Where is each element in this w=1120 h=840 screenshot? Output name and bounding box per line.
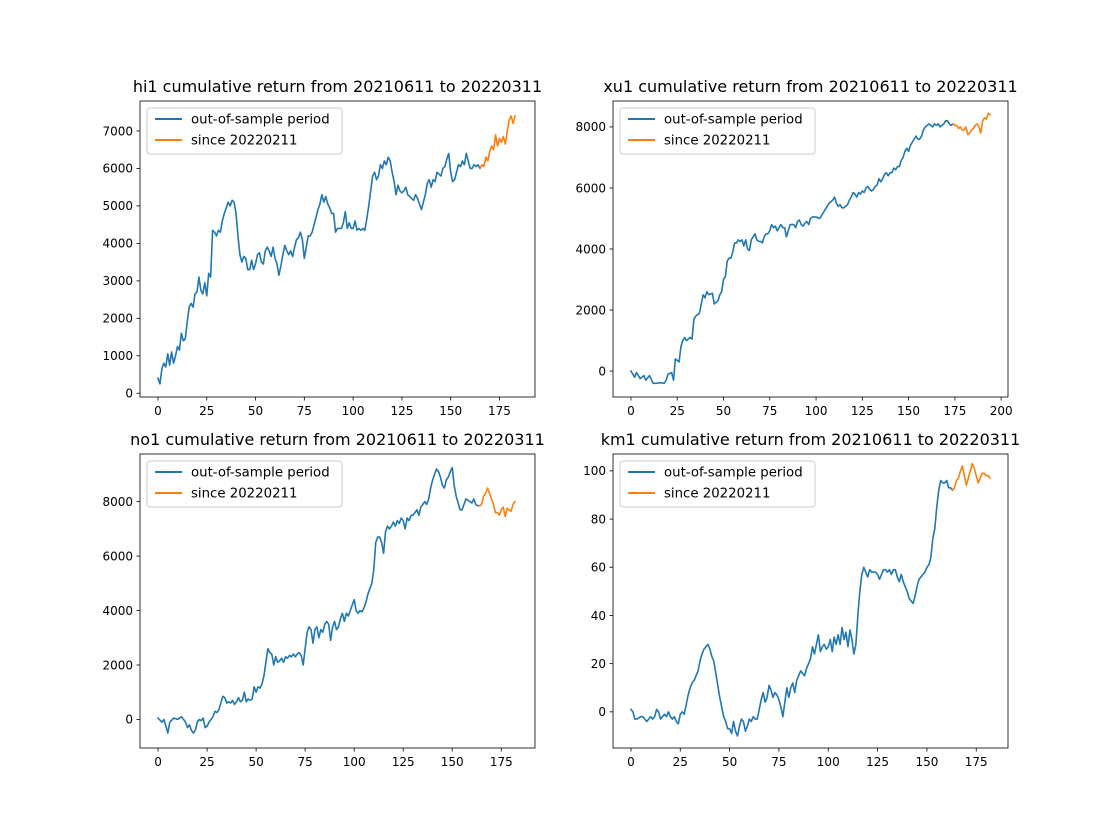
x-tick-label: 150 xyxy=(897,404,920,418)
x-tick-label: 50 xyxy=(716,404,731,418)
legend-box xyxy=(619,107,816,155)
x-tick-label: 200 xyxy=(990,404,1013,418)
y-tick-label: 8000 xyxy=(102,495,133,509)
y-tick-label: 20 xyxy=(591,657,606,671)
y-tick-label: 4000 xyxy=(575,242,606,256)
x-tick-label: 25 xyxy=(673,755,688,769)
y-tick-label: 4000 xyxy=(102,604,133,618)
x-tick-label: 100 xyxy=(342,404,365,418)
legend-box xyxy=(619,460,816,508)
series-line-since-20220211 xyxy=(951,462,992,492)
y-tick-label: 8000 xyxy=(575,120,606,134)
x-tick-label: 150 xyxy=(439,404,462,418)
x-tick-label: 75 xyxy=(297,404,312,418)
legend-label: out-of-sample period xyxy=(191,113,330,128)
legend: out-of-sample period since 20220211 xyxy=(619,460,816,508)
x-tick-label: 75 xyxy=(771,755,786,769)
legend-label: out-of-sample period xyxy=(664,466,803,481)
y-tick-label: 5000 xyxy=(102,199,133,213)
x-tick-label: 75 xyxy=(762,404,777,418)
y-tick-label: 100 xyxy=(583,464,606,478)
x-tick-label: 100 xyxy=(343,755,366,769)
legend-label: out-of-sample period xyxy=(664,113,803,128)
legend: out-of-sample period since 20220211 xyxy=(619,107,816,155)
x-tick-label: 50 xyxy=(722,755,737,769)
subplot-2: no1 cumulative return from 20210611 to 2… xyxy=(102,430,544,769)
subplot-0: hi1 cumulative return from 20210611 to 2… xyxy=(102,77,542,418)
subplot-title: hi1 cumulative return from 20210611 to 2… xyxy=(133,77,542,96)
series-line-since-20220211 xyxy=(951,112,992,136)
legend: out-of-sample period since 20220211 xyxy=(146,107,343,155)
legend-label: since 20220211 xyxy=(664,487,770,502)
x-tick-label: 0 xyxy=(627,404,635,418)
x-tick-label: 125 xyxy=(866,755,889,769)
x-tick-label: 175 xyxy=(943,404,966,418)
legend-label: since 20220211 xyxy=(191,487,297,502)
x-tick-label: 100 xyxy=(817,755,840,769)
x-tick-label: 175 xyxy=(490,755,513,769)
legend-label: since 20220211 xyxy=(191,134,297,149)
x-tick-label: 25 xyxy=(199,404,214,418)
subplot-3: km1 cumulative return from 20210611 to 2… xyxy=(583,430,1020,769)
subplot-title: no1 cumulative return from 20210611 to 2… xyxy=(130,430,545,449)
x-tick-label: 25 xyxy=(670,404,685,418)
y-tick-label: 60 xyxy=(591,561,606,575)
subplot-title: km1 cumulative return from 20210611 to 2… xyxy=(601,430,1021,449)
y-tick-label: 0 xyxy=(125,713,133,727)
series-line-out-of-sample xyxy=(156,466,481,734)
x-tick-label: 0 xyxy=(627,755,635,769)
y-tick-label: 6000 xyxy=(575,181,606,195)
y-tick-label: 0 xyxy=(598,364,606,378)
subplot-1: xu1 cumulative return from 20210611 to 2… xyxy=(575,77,1017,418)
axes-frame xyxy=(139,100,536,398)
series-line-out-of-sample xyxy=(629,120,955,385)
y-tick-label: 1000 xyxy=(102,349,133,363)
y-tick-label: 0 xyxy=(125,387,133,401)
legend-label: out-of-sample period xyxy=(191,466,330,481)
y-tick-label: 6000 xyxy=(102,162,133,176)
y-tick-label: 80 xyxy=(591,512,606,526)
y-tick-label: 2000 xyxy=(102,312,133,326)
x-tick-label: 100 xyxy=(805,404,828,418)
x-tick-label: 50 xyxy=(248,404,263,418)
x-tick-label: 0 xyxy=(154,755,162,769)
legend-box xyxy=(146,107,343,155)
x-tick-label: 150 xyxy=(441,755,464,769)
y-tick-label: 3000 xyxy=(102,274,133,288)
legend-box xyxy=(146,460,343,508)
y-tick-label: 2000 xyxy=(575,303,606,317)
subplot-title: xu1 cumulative return from 20210611 to 2… xyxy=(603,77,1017,96)
axes-frame xyxy=(612,453,1009,749)
series-line-since-20220211 xyxy=(478,115,517,170)
x-tick-label: 50 xyxy=(248,755,263,769)
y-tick-label: 7000 xyxy=(102,124,133,138)
y-tick-label: 4000 xyxy=(102,237,133,251)
x-tick-label: 175 xyxy=(965,755,988,769)
x-tick-label: 125 xyxy=(851,404,874,418)
x-tick-label: 125 xyxy=(392,755,415,769)
y-tick-label: 6000 xyxy=(102,549,133,563)
x-tick-label: 75 xyxy=(297,755,312,769)
x-tick-label: 125 xyxy=(390,404,413,418)
y-tick-label: 2000 xyxy=(102,658,133,672)
axes-frame xyxy=(139,453,536,749)
x-tick-label: 150 xyxy=(915,755,938,769)
x-tick-label: 175 xyxy=(488,404,511,418)
legend-label: since 20220211 xyxy=(664,134,770,149)
series-line-since-20220211 xyxy=(478,487,517,518)
series-line-out-of-sample xyxy=(156,152,482,385)
x-tick-label: 0 xyxy=(154,404,162,418)
series-line-out-of-sample xyxy=(629,479,954,737)
x-tick-label: 25 xyxy=(199,755,214,769)
y-tick-label: 0 xyxy=(598,705,606,719)
y-tick-label: 40 xyxy=(591,609,606,623)
legend: out-of-sample period since 20220211 xyxy=(146,460,343,508)
